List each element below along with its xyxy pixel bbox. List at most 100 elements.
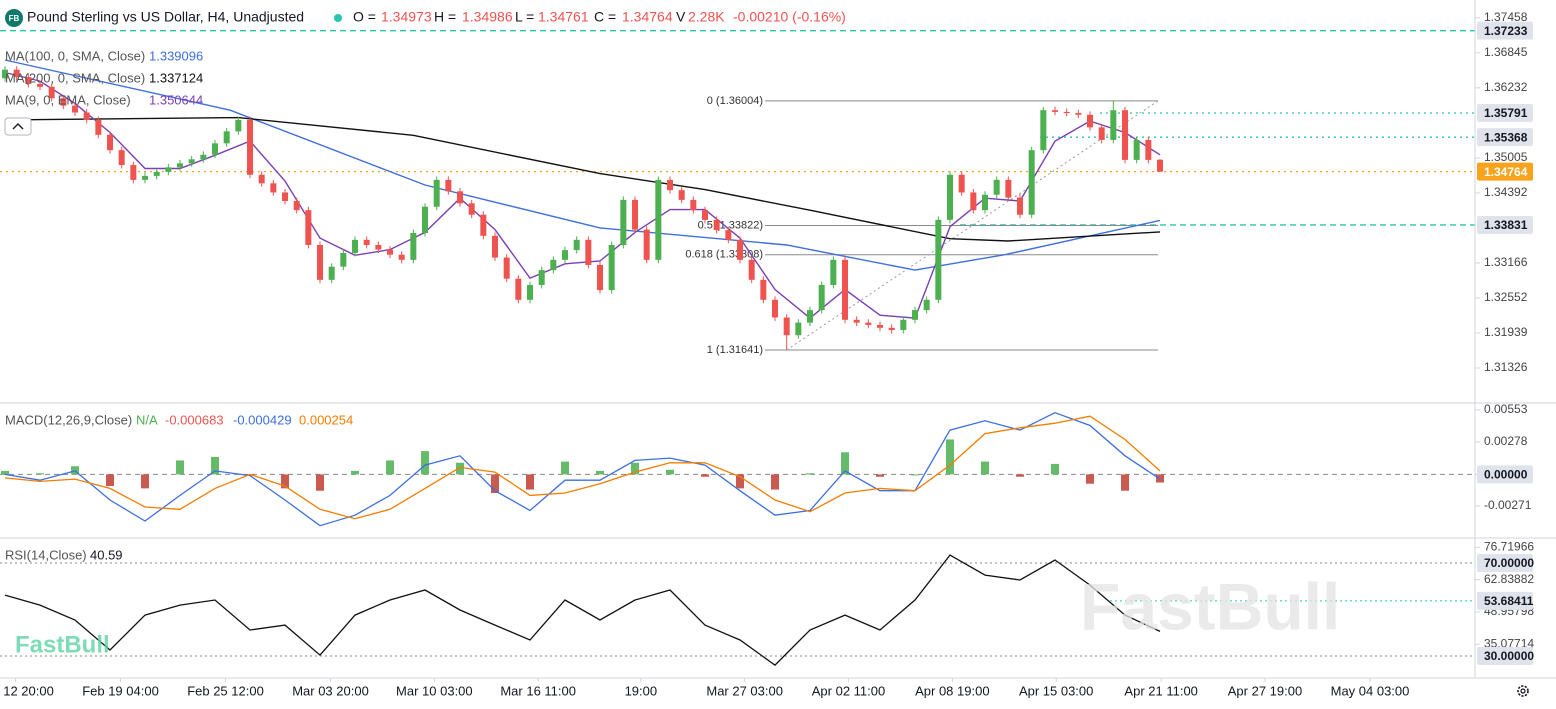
candle-body (783, 317, 790, 336)
candle-body (515, 278, 522, 300)
watermark-large: FastBull (1080, 569, 1340, 643)
x-tick-label: Feb 25 12:00 (187, 683, 264, 698)
legend-value: 1.339096 (149, 48, 203, 63)
candle-body (480, 214, 487, 236)
candle-body (713, 219, 720, 231)
candle-body (503, 257, 510, 279)
candle-body (375, 244, 382, 250)
settings-button[interactable] (1517, 685, 1529, 697)
legend-value: -0.000683 (165, 412, 224, 427)
histogram-bar (526, 474, 535, 490)
x-tick-label: Apr 15 03:00 (1019, 683, 1093, 698)
candle-body (317, 244, 324, 280)
fib-label: 0.618 (1.33308) (685, 249, 763, 261)
candle-body (1063, 111, 1070, 114)
legend-value: 40.59 (90, 547, 123, 562)
candle-body (1052, 110, 1059, 112)
candle-body (270, 183, 277, 193)
candle-body (293, 201, 300, 211)
y-tick-label: 35.07714 (1484, 636, 1534, 650)
ohlc-label: L = (515, 9, 534, 25)
histogram-bar (841, 452, 850, 475)
candle-body (877, 324, 884, 328)
candle-body (562, 250, 569, 260)
candle-body (200, 154, 207, 160)
candle-body (305, 210, 312, 245)
legend-value: -0.000429 (233, 412, 292, 427)
histogram-bar (981, 461, 990, 475)
legend-name: RSI(14,Close) (5, 547, 87, 562)
volume: 2.28K (688, 9, 725, 25)
candle-body (328, 266, 335, 280)
candle-body (142, 175, 149, 180)
settings-icon-core[interactable] (1520, 688, 1526, 694)
ohlc-readout: O = 1.34973 H = 1.34986 L = 1.34761 C = 1.34764 (353, 9, 673, 25)
collapse-button[interactable] (4, 117, 32, 136)
candle-body (410, 232, 417, 260)
x-tick-label: Apr 08 19:00 (915, 683, 989, 698)
histogram-bar (666, 469, 675, 475)
candle-body (95, 119, 102, 135)
price-label-box (1477, 104, 1533, 123)
volume-label: V (676, 9, 686, 25)
candle-body (422, 206, 429, 233)
candle-body (597, 264, 604, 291)
x-tick-label: Apr 21 11:00 (1124, 683, 1197, 698)
candle-body (48, 86, 55, 99)
candle-body (398, 254, 405, 260)
histogram-bar (1, 470, 10, 475)
y-tick-label: 1.31326 (1484, 360, 1528, 374)
candle-body (1133, 139, 1140, 160)
candle-body (445, 179, 452, 192)
plot-area: 0 (1.36004)0.5 (1.33822)0.618 (1.33308)1… (0, 30, 1475, 666)
y-tick-label: 62.83882 (1484, 572, 1534, 586)
candle-body (1075, 113, 1082, 115)
legend-value: 1.337124 (149, 70, 203, 85)
settings-icon[interactable] (1517, 685, 1529, 697)
x-tick-label: Mar 27 03:00 (706, 683, 783, 698)
candle-body (433, 179, 440, 207)
histogram-bar (946, 439, 955, 475)
candle-body (282, 192, 289, 202)
ohlc-value: 1.34761 (538, 9, 589, 25)
candle-body (818, 284, 825, 311)
legend-value: 0.000254 (299, 412, 353, 427)
histogram-bar (1086, 474, 1095, 484)
badge (5, 9, 23, 27)
candle-body (223, 131, 230, 144)
candle-body (643, 229, 650, 260)
candle-body (1017, 197, 1024, 215)
candle-body (912, 310, 919, 320)
candle-body (737, 239, 744, 260)
price-label-box (1477, 215, 1533, 234)
legend-name: MA(100, 0, SMA, Close) (5, 48, 145, 63)
x-tick-label: Feb 12 20:00 (0, 683, 54, 698)
price-label: 1.37233 (1484, 24, 1528, 38)
ohlc-label: H = (434, 9, 456, 25)
histogram-bar (106, 474, 115, 487)
price-label-box (1477, 591, 1533, 610)
histogram-bar (421, 451, 430, 475)
collapse-button-frame[interactable] (4, 117, 32, 136)
y-tick-label: 1.33166 (1484, 255, 1528, 269)
candle-body (795, 322, 802, 336)
histogram-bar (141, 474, 150, 489)
price-label-box (1477, 553, 1533, 572)
x-tick-label: Mar 03 20:00 (292, 683, 369, 698)
histogram-bar (736, 474, 745, 489)
candle-body (923, 299, 930, 311)
histogram-bar (1051, 463, 1060, 475)
change: -0.00210 (-0.16%) (733, 9, 846, 25)
ohlc-value: 1.34986 (462, 9, 513, 25)
candle-body (60, 98, 67, 106)
legend-name: MA(200, 0, SMA, Close) (5, 70, 145, 85)
candle-body (188, 159, 195, 164)
candle-body (888, 327, 895, 331)
y-tick-label: 1.36845 (1484, 45, 1528, 59)
candle-body (153, 171, 160, 176)
candle-body (608, 244, 615, 291)
candle-body (1087, 114, 1094, 128)
collapse-icon[interactable] (12, 123, 24, 130)
candle-body (492, 235, 499, 258)
